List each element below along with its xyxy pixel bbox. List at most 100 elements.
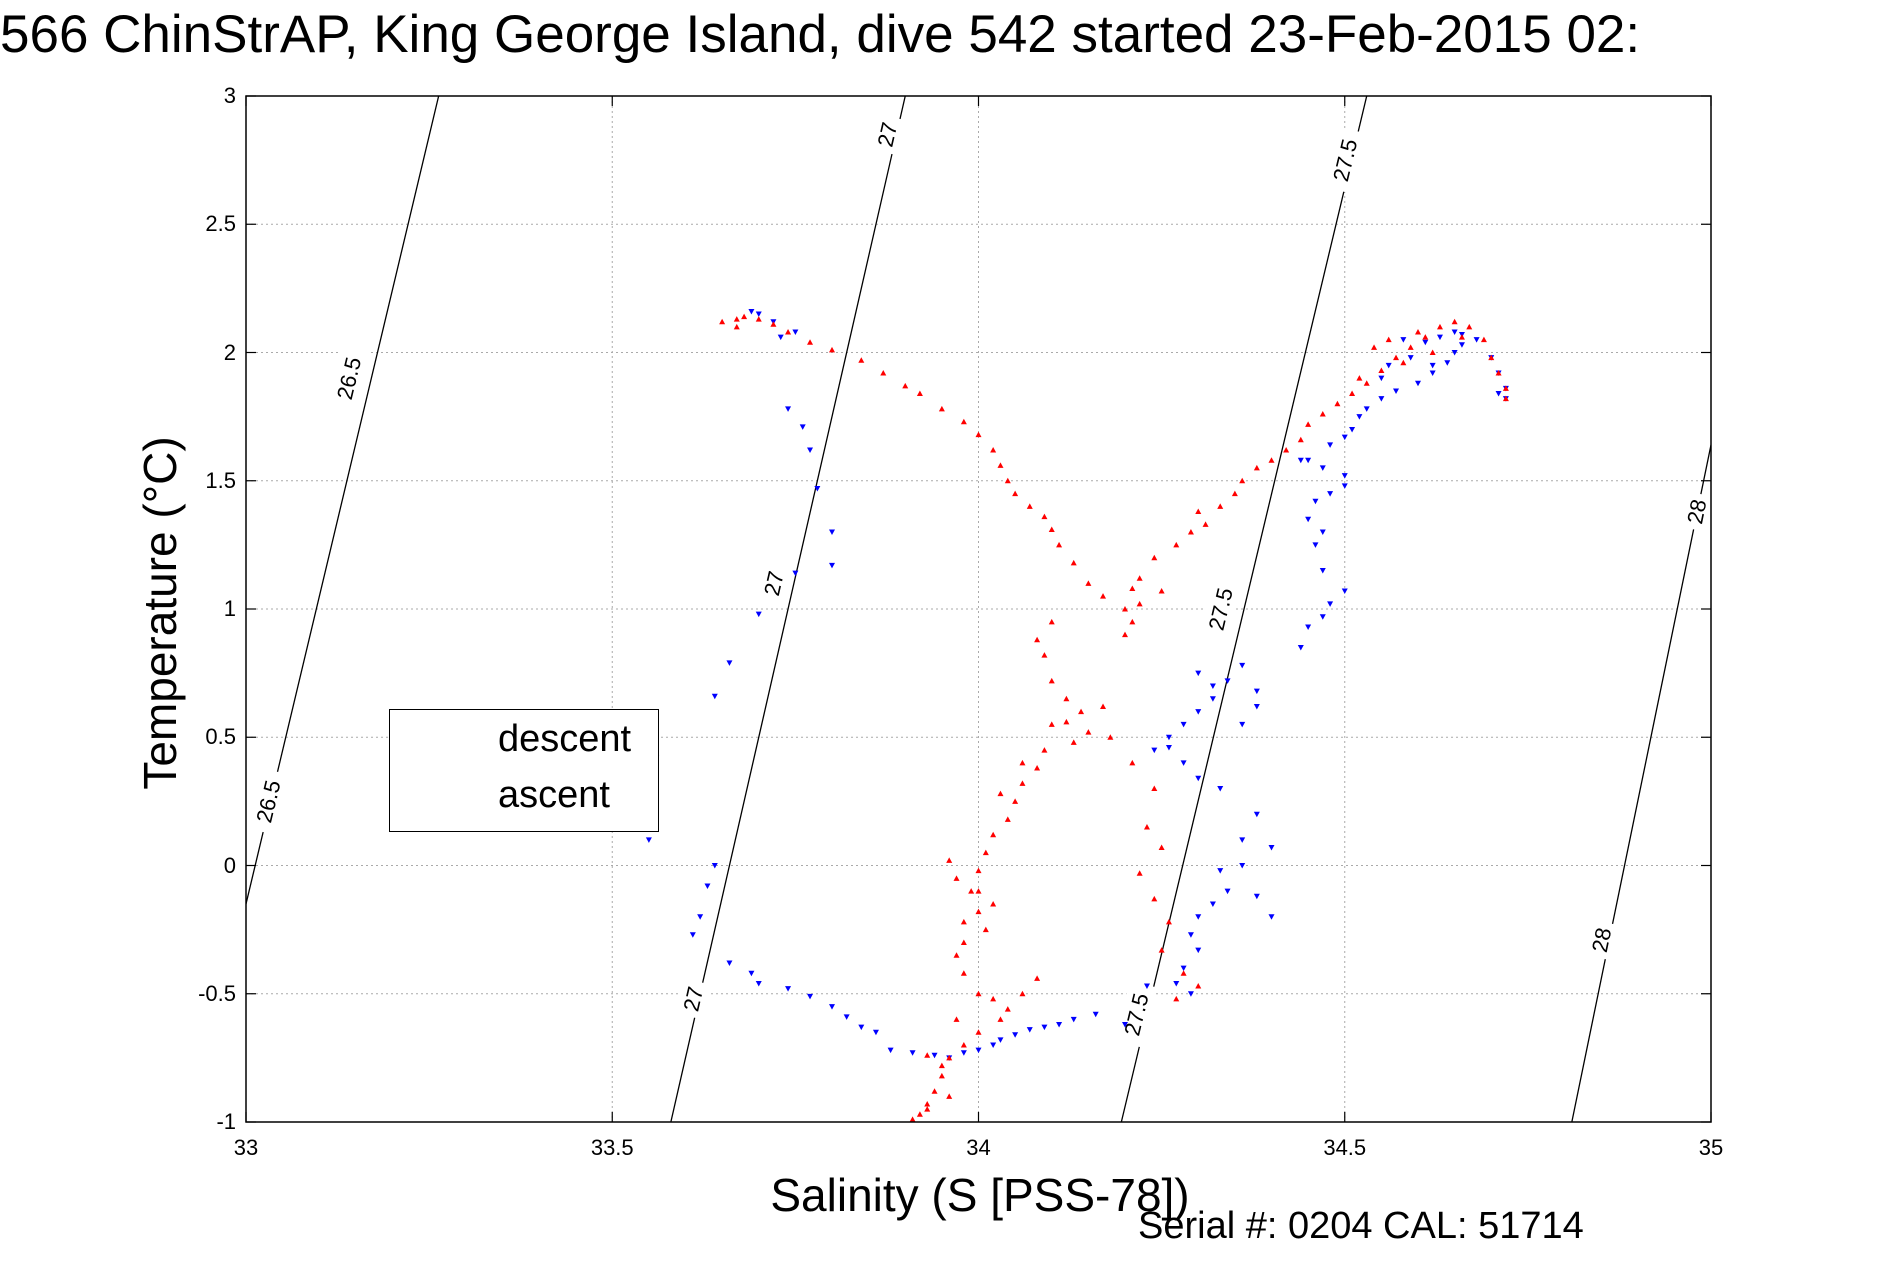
ascent-point xyxy=(1415,328,1421,335)
descent-point xyxy=(726,960,733,966)
descent-point xyxy=(1297,644,1304,651)
descent-point xyxy=(1253,811,1260,818)
ascent-point xyxy=(880,370,887,376)
ascent-point xyxy=(1041,513,1048,520)
ascent-point xyxy=(1393,354,1400,361)
descent-point xyxy=(1209,901,1216,907)
descent-point xyxy=(1165,734,1172,741)
x-axis-label: Salinity (S [PSS-78]) xyxy=(770,1169,1190,1221)
ascent-point xyxy=(1056,541,1063,548)
ascent-point xyxy=(1143,824,1150,830)
descent-point xyxy=(1341,473,1348,479)
ascent-point xyxy=(733,323,740,330)
ascent-point xyxy=(975,431,982,438)
ascent-point xyxy=(1217,503,1224,509)
ascent-point xyxy=(953,1016,960,1022)
descent-point xyxy=(1195,947,1202,954)
ascent-point xyxy=(924,1106,931,1112)
ascent-point xyxy=(1283,446,1290,453)
ascent-point xyxy=(1488,354,1495,361)
ascent-point xyxy=(924,1101,931,1107)
ascent-point xyxy=(909,1116,916,1122)
ascent-point xyxy=(1041,652,1048,658)
descent-point xyxy=(1378,396,1385,402)
ascent-point xyxy=(931,1088,938,1094)
contour-label-background xyxy=(1583,919,1619,961)
ascent-point xyxy=(1480,336,1487,343)
ascent-point xyxy=(975,867,982,874)
y-tick-label: 0.5 xyxy=(205,724,236,750)
ascent-point xyxy=(1085,729,1092,735)
descent-point xyxy=(1180,760,1187,766)
descent-point xyxy=(960,1050,967,1056)
ascent-point xyxy=(946,857,953,863)
ascent-point xyxy=(1019,990,1026,997)
descent-point xyxy=(872,1029,879,1036)
descent-point xyxy=(1092,1011,1099,1018)
ascent-point xyxy=(1012,798,1019,804)
y-tick-label: 2 xyxy=(223,339,236,365)
descent-point xyxy=(748,970,755,977)
descent-point xyxy=(887,1047,894,1054)
contour-label-background xyxy=(1323,126,1366,194)
ascent-point xyxy=(1034,636,1041,643)
ascent-point xyxy=(1026,503,1033,509)
ascent-point xyxy=(1165,918,1172,925)
ascent-point xyxy=(990,900,997,907)
x-tick-label: 34.5 xyxy=(1323,1135,1367,1160)
ascent-point xyxy=(1136,870,1143,876)
ascent-point xyxy=(1151,785,1158,792)
ascent-point xyxy=(1502,395,1509,402)
ascent-point xyxy=(1451,318,1458,325)
contour-label: 27 xyxy=(869,113,905,156)
contour-label-text: 27.5 xyxy=(1204,585,1238,632)
descent-point xyxy=(1319,568,1326,574)
ascent-point xyxy=(953,952,960,958)
ascent-point xyxy=(1173,995,1180,1002)
ascent-point xyxy=(1004,1006,1011,1012)
contour-label: 26.5 xyxy=(327,344,370,412)
ascent-point xyxy=(1107,734,1114,740)
legend-item-descent: descent xyxy=(390,716,658,766)
ascent-point xyxy=(1041,747,1048,753)
ascent-point xyxy=(1400,359,1407,366)
descent-point xyxy=(1224,678,1231,684)
descent-point xyxy=(1341,434,1348,441)
ascent-point xyxy=(990,446,997,453)
contour-label: 28 xyxy=(1679,491,1714,532)
descent-point xyxy=(1026,1027,1033,1033)
descent-point xyxy=(1217,786,1224,792)
contour-label-text: 27 xyxy=(759,569,789,598)
descent-point xyxy=(1312,498,1319,505)
ascent-point xyxy=(946,1093,953,1099)
ascent-point xyxy=(1356,375,1363,381)
ascent-point xyxy=(1371,344,1378,350)
ascent-point xyxy=(975,888,982,894)
descent-point xyxy=(1385,362,1392,369)
ascent-point xyxy=(1122,631,1128,638)
ascent-point xyxy=(1158,947,1165,953)
y-tick-label: -0.5 xyxy=(198,980,236,1006)
descent-point xyxy=(1356,414,1363,420)
ascent-point xyxy=(1048,618,1055,625)
descent-point xyxy=(1312,542,1319,548)
ascent-point xyxy=(1136,600,1143,607)
ascent-point xyxy=(960,939,967,945)
descent-point xyxy=(1327,491,1334,497)
x-tick-label: 33.5 xyxy=(590,1135,634,1160)
y-tick-label: 0 xyxy=(223,852,236,878)
ascent-point xyxy=(1136,575,1143,581)
ascent-point xyxy=(1502,385,1509,391)
ascent-point xyxy=(1063,718,1070,725)
ascent-point xyxy=(1048,721,1055,727)
descent-point xyxy=(1305,516,1312,523)
ascent-point xyxy=(1458,334,1465,340)
ascent-point xyxy=(1495,370,1502,376)
ascent-point xyxy=(1129,585,1136,591)
density-contour-line xyxy=(246,96,440,905)
ascent-point xyxy=(990,995,997,1002)
ascent-point xyxy=(1129,759,1136,766)
ascent-point xyxy=(938,1072,945,1079)
descent-point xyxy=(1341,588,1348,595)
